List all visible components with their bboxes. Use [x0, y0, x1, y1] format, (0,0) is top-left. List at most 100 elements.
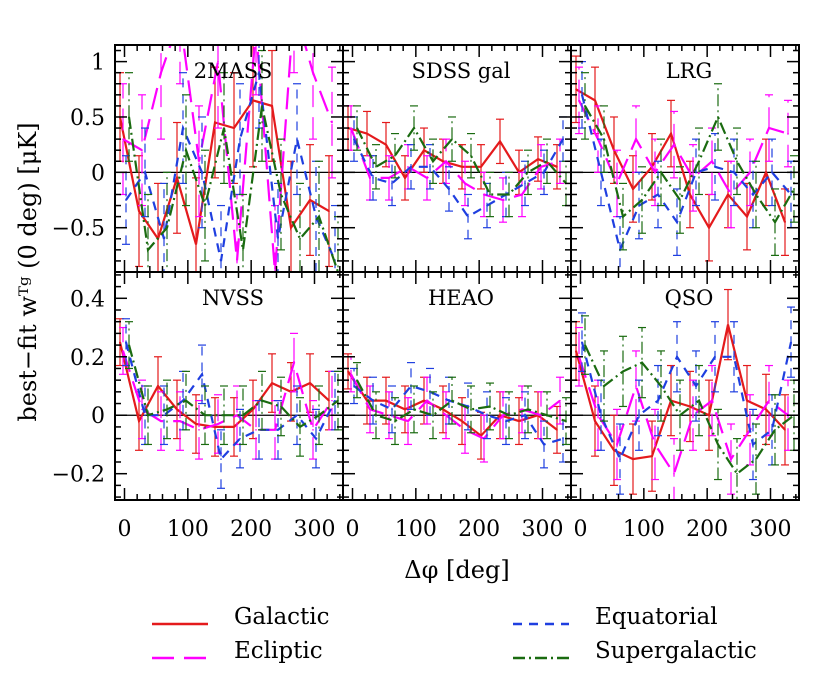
error-bar	[277, 376, 285, 437]
data-area	[344, 105, 570, 240]
error-bar	[195, 105, 203, 218]
error-bar	[353, 362, 361, 399]
data-point	[242, 414, 244, 417]
data-point	[315, 215, 317, 218]
data-point	[201, 373, 203, 376]
error-bar	[429, 391, 437, 440]
error-bar	[372, 144, 380, 190]
data-point	[388, 414, 390, 417]
y-tick-label: −0.5	[52, 217, 105, 242]
error-bar	[239, 385, 247, 446]
error-bar	[369, 376, 377, 425]
error-bar	[781, 394, 789, 466]
data-point	[695, 171, 697, 174]
data-point	[527, 171, 529, 174]
data-point	[166, 408, 168, 411]
error-bar	[135, 155, 143, 268]
data-point	[730, 458, 732, 460]
data-point	[388, 177, 390, 179]
data-point	[128, 344, 130, 346]
data-point	[429, 166, 431, 168]
data-point	[125, 341, 127, 343]
data-point	[423, 399, 425, 402]
data-point	[426, 399, 428, 402]
error-bar	[638, 166, 646, 234]
error-bar	[312, 408, 320, 469]
data-point	[654, 171, 656, 174]
error-bar	[144, 193, 152, 272]
data-point	[603, 385, 605, 387]
x-tick-label: 200	[458, 517, 500, 542]
error-bar	[182, 94, 190, 207]
data-point	[755, 193, 757, 196]
panel-lrg: LRG	[570, 44, 800, 273]
y-tick-label: 0.4	[70, 287, 105, 312]
data-point	[790, 341, 792, 343]
y-tick-label: 0.5	[70, 106, 105, 131]
error-bar	[176, 45, 184, 85]
error-bar	[407, 144, 415, 190]
data-point	[385, 143, 387, 146]
data-point	[122, 350, 124, 352]
data-point	[410, 166, 412, 168]
data-point	[771, 429, 773, 431]
data-point	[537, 158, 539, 160]
data-point	[489, 405, 491, 408]
data-point	[432, 160, 434, 163]
error-bar	[173, 379, 181, 440]
panel-title: SDSS gal	[412, 59, 511, 83]
data-point	[375, 414, 377, 417]
data-point	[242, 249, 244, 251]
data-point	[578, 99, 580, 102]
data-point	[195, 243, 197, 246]
error-bar	[486, 171, 494, 218]
data-point	[708, 226, 710, 229]
data-point	[125, 199, 127, 201]
panel-frame	[570, 271, 800, 501]
data-point	[331, 399, 333, 402]
data-point	[714, 166, 716, 168]
data-point	[157, 385, 159, 387]
error-bar	[524, 385, 532, 434]
legend-item-supergalactic: Supergalactic	[513, 638, 757, 664]
data-point	[689, 405, 691, 408]
legend-item-equatorial: Equatorial	[513, 604, 718, 630]
data-point	[233, 426, 235, 428]
legend-label: Ecliptic	[234, 638, 323, 664]
error-bar	[581, 72, 589, 140]
y-axis-label: best−fit wᵀᵍ (0 deg) [μK]	[14, 122, 42, 421]
error-bar	[505, 391, 513, 440]
error-bar	[752, 160, 760, 229]
error-bar	[274, 400, 282, 460]
series-line	[580, 94, 792, 254]
data-point	[632, 458, 634, 460]
series-ecliptic	[575, 326, 792, 500]
legend-item-galactic: Galactic	[152, 604, 330, 630]
error-bar	[258, 370, 266, 431]
data-point	[445, 160, 447, 163]
data-area	[116, 45, 342, 272]
error-bar	[448, 116, 456, 162]
error-bar	[144, 385, 152, 446]
series-line	[350, 373, 561, 440]
error-bar	[543, 391, 551, 440]
data-point	[369, 408, 371, 411]
data-point	[391, 182, 393, 185]
series-supergalactic	[125, 321, 342, 457]
data-point	[372, 177, 374, 179]
data-point	[299, 426, 301, 428]
data-point	[277, 237, 279, 240]
data-point	[559, 399, 561, 402]
error-bar	[201, 149, 209, 262]
data-point	[328, 210, 330, 212]
data-point	[502, 414, 504, 417]
data-point	[128, 116, 130, 118]
panel-2mass: −0.5 0 0.5 1 2MASS	[52, 44, 344, 273]
error-bar	[410, 385, 418, 434]
error-bar	[616, 423, 624, 495]
data-point	[546, 414, 548, 417]
data-point	[277, 429, 279, 431]
data-point	[752, 193, 754, 196]
data-point	[163, 414, 165, 417]
